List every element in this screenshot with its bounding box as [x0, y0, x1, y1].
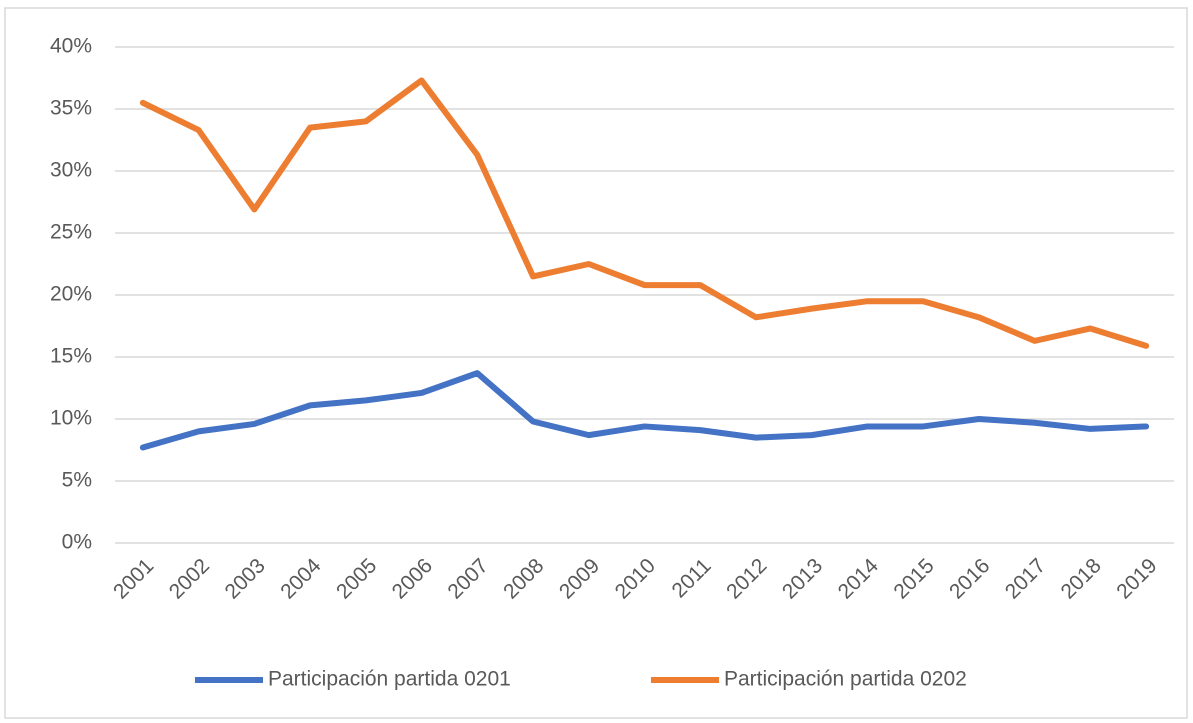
y-tick-label: 15%: [50, 345, 92, 368]
y-tick-label: 20%: [50, 283, 92, 306]
legend-label: Participación partida 0202: [724, 668, 967, 691]
series-line: [139, 77, 1150, 349]
y-tick-label: 40%: [50, 35, 92, 58]
chart-border: [4, 7, 1188, 719]
y-tick-label: 30%: [50, 159, 92, 182]
legend-label: Participación partida 0201: [268, 668, 511, 691]
y-tick-label: 10%: [50, 407, 92, 430]
series-line: [139, 370, 1150, 451]
y-tick-label: 35%: [50, 97, 92, 120]
y-tick-label: 25%: [50, 221, 92, 244]
y-tick-label: 5%: [62, 469, 92, 492]
y-tick-label: 0%: [62, 531, 92, 554]
